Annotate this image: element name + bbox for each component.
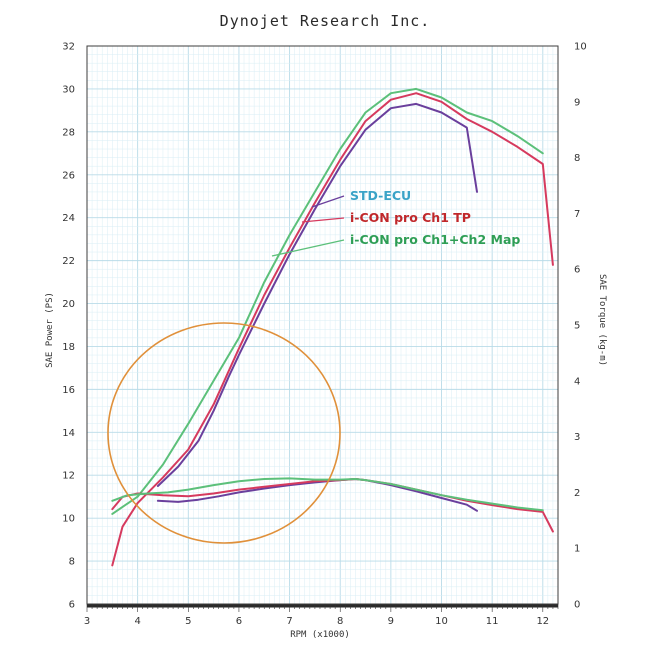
series-lines — [111, 87, 554, 567]
x-tick-label: 6 — [236, 616, 242, 627]
plot-border — [86, 45, 559, 605]
y-axis-label-left: SAE Power (PS) — [45, 292, 55, 368]
y-tick-label-left: 10 — [62, 514, 75, 525]
y-tick-label-right: 5 — [574, 321, 580, 332]
y-tick-label-left: 14 — [62, 428, 75, 439]
series-power-i-con-pro-ch1-tp — [111, 92, 554, 567]
y-tick-label-left: 8 — [69, 557, 75, 568]
x-tick-label: 12 — [536, 616, 549, 627]
series-torque-i-con-pro-ch1-ch2-map — [111, 477, 544, 512]
legend-pointer — [271, 239, 345, 257]
y-tick-label-right: 10 — [574, 42, 587, 53]
legend-entry: i-CON pro Ch1+Ch2 Map — [350, 232, 520, 247]
y-tick-label-left: 28 — [62, 127, 75, 138]
series-power-i-con-pro-ch1-ch2-map — [111, 87, 544, 515]
y-tick-label-right: 8 — [574, 153, 580, 164]
x-tick-label: 4 — [134, 616, 140, 627]
x-axis-label: RPM (x1000) — [290, 630, 350, 640]
y-tick-label-left: 16 — [62, 385, 75, 396]
chart-title: Dynojet Research Inc. — [219, 12, 431, 30]
y-tick-label-right: 2 — [574, 488, 580, 499]
y-tick-label-left: 6 — [69, 600, 75, 611]
series-power-std-ecu — [156, 102, 478, 487]
y-tick-label-left: 30 — [62, 84, 75, 95]
x-tick-label: 10 — [435, 616, 448, 627]
plot-frame — [86, 45, 559, 612]
y-tick-label-right: 4 — [574, 376, 580, 387]
y-tick-label-left: 18 — [62, 342, 75, 353]
x-tick-label: 5 — [185, 616, 191, 627]
x-tick-label: 3 — [84, 616, 90, 627]
y-tick-label-right: 1 — [574, 544, 580, 555]
tick-labels: 3 4 5 6 7 8 9 10 11 12681012141618202224262830320… — [62, 42, 586, 628]
y-tick-label-left: 20 — [62, 299, 75, 310]
x-tick-label: 7 — [286, 616, 292, 627]
grid — [86, 45, 559, 605]
y-tick-label-right: 7 — [574, 209, 580, 220]
legend-entry: i-CON pro Ch1 TP — [350, 210, 471, 225]
y-tick-label-right: 9 — [574, 97, 580, 108]
y-tick-label-right: 0 — [574, 600, 580, 611]
legend-entry: STD-ECU — [350, 188, 411, 203]
legend-pointer — [301, 217, 345, 223]
y-tick-label-right: 6 — [574, 265, 580, 276]
y-tick-label-left: 22 — [62, 256, 75, 267]
legend: STD-ECU i-CON pro Ch1 TP i-CON pro Ch1+Ch2… — [271, 188, 520, 257]
y-tick-label-left: 26 — [62, 170, 75, 181]
y-axis-label-right: SAE Torque (kg-m) — [597, 274, 607, 366]
x-tick-label: 11 — [486, 616, 499, 627]
highlight-circle — [107, 322, 341, 544]
y-tick-label-left: 12 — [62, 471, 75, 482]
legend-pointer — [311, 195, 345, 208]
y-tick-label-left: 24 — [62, 213, 75, 224]
x-tick-label: 8 — [337, 616, 343, 627]
x-tick-label: 9 — [388, 616, 394, 627]
y-tick-label-left: 32 — [62, 42, 75, 53]
y-tick-label-right: 3 — [574, 432, 580, 443]
